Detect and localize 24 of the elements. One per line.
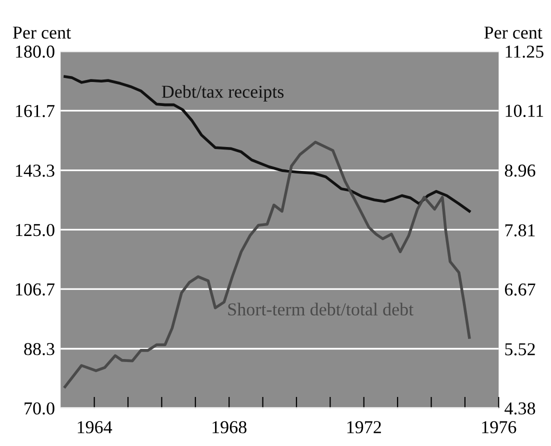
- y-tick-label: 125.0: [16, 224, 54, 236]
- y2-tick-label: 6.67: [504, 283, 536, 296]
- x-tick-label: 1964: [78, 421, 112, 434]
- line-series: [64, 75, 471, 213]
- line-series: [64, 140, 471, 388]
- y2-tick-label: 4.38: [504, 402, 536, 415]
- y-tick-label: 88.3: [24, 342, 54, 356]
- y2-tick-label: 7.81: [505, 224, 535, 236]
- series-label: Debt/tax receipts: [162, 85, 284, 102]
- y-tick-label: 143.3: [16, 164, 54, 177]
- y2-axis-title: Per cent: [484, 26, 542, 39]
- y-tick-label: 161.7: [16, 104, 55, 118]
- y2-tick-label: 10.11: [506, 104, 544, 118]
- series-label: Short-term debt/total debt: [228, 302, 414, 316]
- x-tick-label: 1968: [212, 421, 246, 434]
- y-tick-label: 70.0: [24, 402, 54, 415]
- y2-tick-label: 8.96: [504, 164, 536, 177]
- y-tick-label: 106.7: [16, 283, 55, 296]
- x-tick-label: 1972: [347, 421, 381, 434]
- y-axis-title: Per cent: [12, 26, 71, 39]
- x-tick-label: 1976: [482, 421, 516, 434]
- y2-tick-label: 11.25: [506, 46, 544, 58]
- y2-tick-label: 5.52: [505, 343, 535, 356]
- y-tick-label: 180.0: [16, 46, 54, 58]
